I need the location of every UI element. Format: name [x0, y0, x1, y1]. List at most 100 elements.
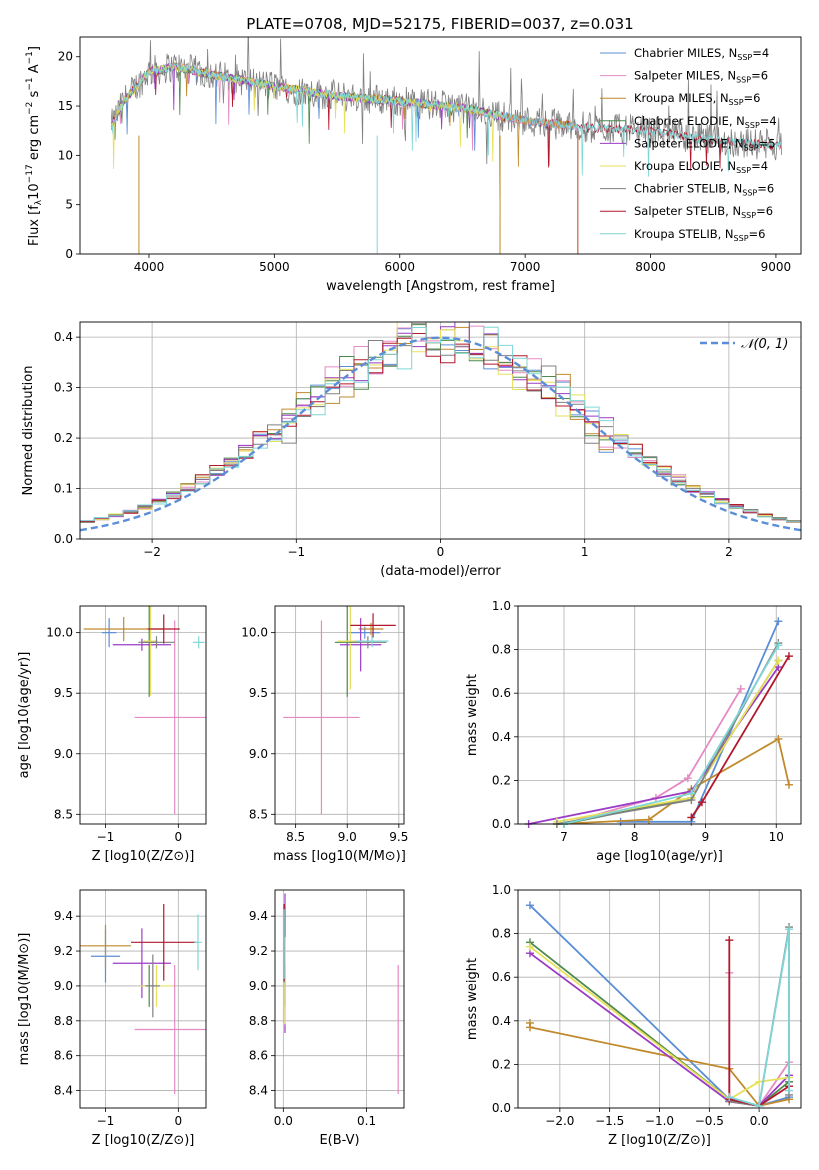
mass-weight-marker	[774, 734, 783, 743]
residuals-axes: −2 −1 0 1 2 0.0 0.1 0.2 0.3 0.4	[54, 322, 801, 559]
mass-weight-marker	[525, 1023, 534, 1032]
mass-ebv-panel: 0.0 0.1 8.4 8.6 8.8 9.0 9.2 9.4 E(B-V)	[249, 889, 405, 1148]
errorbar-point	[130, 903, 197, 981]
x-tick-label: −2.0	[545, 1114, 574, 1128]
y-tick-label: 0.4	[492, 1014, 511, 1028]
age-mass-frame	[274, 605, 405, 825]
x-axis-label: Z [log10(Z/Z⊙)]	[608, 1133, 711, 1148]
spectrum-line	[110, 63, 501, 254]
x-axis-label: Z [log10(Z/Z⊙)]	[92, 849, 195, 864]
y-axis-label: mass weight	[465, 674, 480, 756]
errorbar-point	[134, 964, 206, 1095]
x-tick-label: 8000	[635, 260, 666, 274]
y-tick-label: 1.0	[492, 599, 511, 613]
legend-entry: Kroupa STELIB, NSSP=6	[634, 227, 765, 243]
x-tick-label: 4000	[134, 260, 165, 274]
y-tick-label: 0.6	[492, 970, 511, 984]
x-tick-label: 0.0	[274, 1114, 293, 1128]
y-tick-label: 9.4	[54, 909, 73, 923]
errorbar-point	[358, 622, 384, 636]
age-mass-panel: 8.5 9.0 9.5 8.5 9.0 9.5 10.0 mass [log10(M/M⊙)]	[241, 605, 408, 864]
mass-ebv-axes: 0.0 0.1 8.4 8.6 8.8 9.0 9.2 9.4	[249, 890, 404, 1128]
y-tick-label: 9.0	[54, 979, 73, 993]
y-tick-label: 0.4	[492, 730, 511, 744]
x-tick-label: 9.0	[338, 830, 357, 844]
y-tick-label: 0.2	[54, 431, 73, 445]
mass-weight-marker	[774, 617, 783, 626]
y-tick-label: 0.8	[492, 643, 511, 657]
mass-metallicity-panel: −1 0 8.4 8.6 8.8 9.0 9.2 9.4 Z [log10(Z/Z⊙)] mass…	[17, 889, 207, 1148]
mass-weight-marker	[697, 798, 706, 807]
mass-weight-line	[563, 688, 742, 825]
mass-weight-marker	[784, 780, 793, 789]
y-axis-label: Flux [fλ10−17 erg cm−2 s−1 A−1]	[25, 46, 44, 246]
y-tick-label: 1.0	[492, 883, 511, 897]
mass-weight-line	[728, 940, 790, 1107]
spectrum-panel: 4000 5000 6000 7000 8000 9000 0 5 10 15 20 waveleng…	[25, 36, 802, 294]
legend-entry: Kroupa ELODIE, NSSP=4	[634, 159, 768, 175]
y-tick-label: 0.0	[54, 532, 73, 546]
mass-weight-metallicity-panel: −2.0 −1.5 −1.0 −0.5 0.0 0.0 0.2 0.4 0.6 0.8 1.0 Z […	[465, 883, 802, 1148]
mass-weight-marker	[687, 789, 696, 798]
x-tick-label: 6000	[384, 260, 415, 274]
x-tick-label: −1.5	[595, 1114, 624, 1128]
y-tick-label: 0.0	[492, 817, 511, 831]
mass-weight-marker	[774, 641, 783, 650]
y-tick-label: 0.3	[54, 381, 73, 395]
mass-weight-marker	[525, 942, 534, 951]
x-tick-label: 8	[631, 830, 639, 844]
x-tick-label: 5000	[259, 260, 290, 274]
mass-weight-marker	[785, 1086, 794, 1095]
spectrum-frame	[79, 36, 802, 255]
legend-entry: Salpeter MILES, NSSP=6	[634, 69, 768, 85]
y-tick-label: 9.5	[54, 686, 73, 700]
errorbar-point	[112, 638, 172, 651]
mass-metallicity-axes: −1 0 8.4 8.6 8.8 9.0 9.2 9.4	[54, 890, 206, 1128]
y-axis-label: age [log10(age/yr)]	[17, 652, 32, 779]
legend-entry: 𝒩(0, 1)	[741, 337, 788, 352]
y-tick-label: 10.0	[46, 626, 73, 640]
errorbar-point	[355, 635, 389, 648]
legend-entry: Salpeter STELIB, NSSP=6	[634, 204, 773, 220]
age-mass-axes: 8.5 9.0 9.5 8.5 9.0 9.5 10.0	[241, 606, 408, 844]
plot-layer: 4000 5000 6000 7000 8000 900005101520waveleng…	[17, 36, 802, 1148]
x-tick-label: 9000	[761, 260, 792, 274]
x-axis-label: wavelength [Angstrom, rest frame]	[326, 279, 555, 294]
y-tick-label: 0.6	[492, 686, 511, 700]
y-tick-label: 9.4	[249, 909, 268, 923]
x-tick-label: 0	[437, 545, 445, 559]
legend-entry: Chabrier MILES, NSSP=4	[634, 46, 769, 62]
histogram-series	[80, 333, 801, 539]
x-tick-label: −2	[143, 545, 161, 559]
errorbar-point	[101, 618, 117, 648]
mass-weight-line	[729, 929, 790, 1107]
mass-ebv-frame	[274, 889, 405, 1109]
y-tick-label: 8.6	[54, 1049, 73, 1063]
y-tick-label: 9.5	[249, 686, 268, 700]
y-tick-label: 10.0	[241, 626, 268, 640]
x-axis-label: E(B-V)	[319, 1133, 359, 1148]
x-tick-label: −1	[97, 830, 115, 844]
y-tick-label: 0.0	[492, 1101, 511, 1115]
mass-weight-marker	[525, 901, 534, 910]
mass-weight-line	[563, 644, 780, 825]
mass-weight-metallicity-axes: −2.0 −1.5 −1.0 −0.5 0.0 0.0 0.2 0.4 0.6 0.8 1.0	[492, 883, 801, 1128]
x-axis-label: age [log10(age/yr)]	[596, 849, 723, 864]
x-tick-label: 10	[769, 830, 784, 844]
y-tick-label: 9.2	[249, 944, 268, 958]
x-tick-label: 0.0	[750, 1114, 769, 1128]
age-metallicity-axes: −1 0 8.5 9.0 9.5 10.0	[46, 606, 206, 844]
x-tick-label: 9	[702, 830, 710, 844]
y-tick-label: 0.2	[492, 1057, 511, 1071]
y-tick-label: 9.0	[54, 747, 73, 761]
x-tick-label: −1.0	[645, 1114, 674, 1128]
x-tick-label: 8.5	[286, 830, 305, 844]
errorbar-point	[145, 954, 161, 1018]
mass-weight-marker	[644, 815, 653, 824]
mass-weight-marker	[774, 656, 783, 665]
errorbar-point	[112, 928, 172, 999]
y-tick-label: 8.5	[54, 807, 73, 821]
mass-weight-marker	[725, 936, 734, 945]
y-tick-label: 8.6	[249, 1049, 268, 1063]
